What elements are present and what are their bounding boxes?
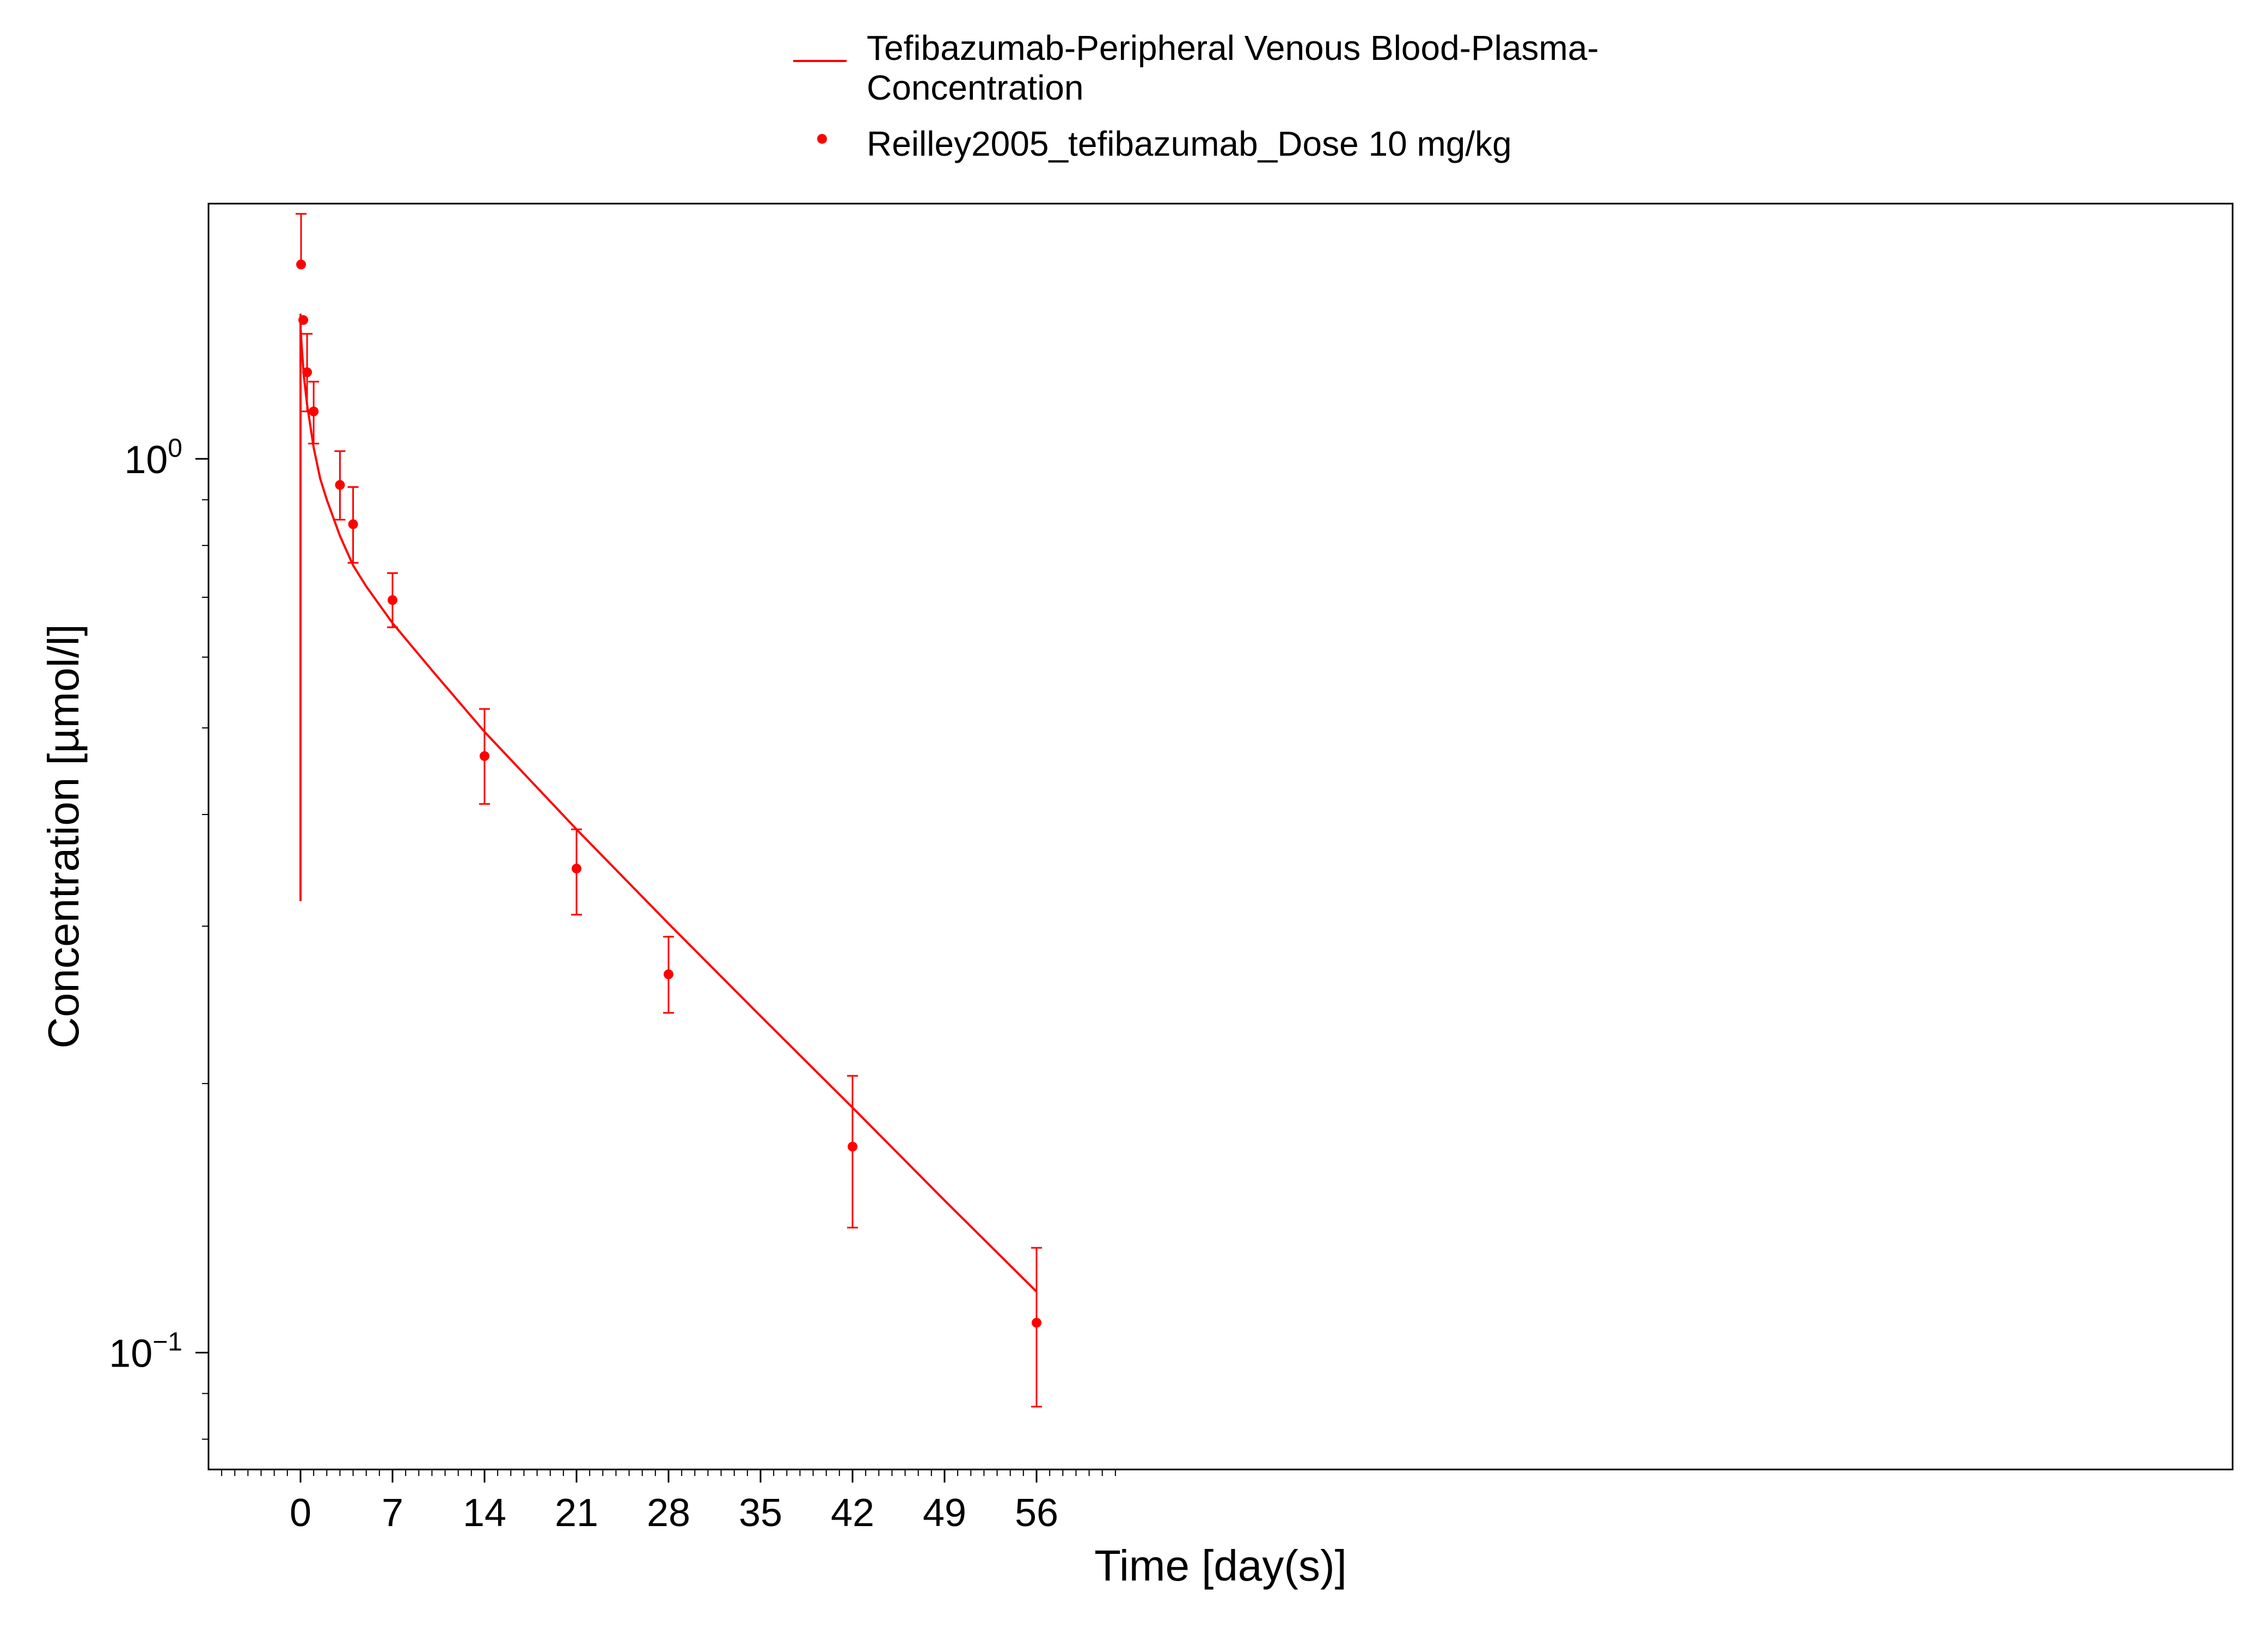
x-minor-ticks: [221, 1469, 1116, 1476]
data-point: [298, 315, 309, 325]
x-tick-label: 7: [382, 1491, 403, 1535]
x-tick-label: 49: [923, 1491, 966, 1535]
x-tick-label: 35: [739, 1491, 782, 1535]
series-layer: [296, 213, 1042, 1408]
y-ticks: 100 10−1: [109, 434, 209, 1440]
y-axis-title: Concentration [µmol/l]: [39, 624, 88, 1049]
y-tick-label: 10−1: [109, 1327, 182, 1375]
data-point: [296, 259, 307, 270]
series-line-simulation: [299, 313, 1038, 1293]
plot-frame: [207, 203, 2234, 1471]
data-point: [335, 480, 345, 490]
legend: Tefibazumab-Peripheral Venous Blood-Plas…: [793, 28, 1599, 163]
x-tick-label: 56: [1015, 1491, 1058, 1535]
data-point: [309, 406, 319, 417]
data-point: [848, 1142, 857, 1152]
x-major-ticks: 0 7 14 21 28 35 42 49 56: [290, 1469, 1058, 1535]
data-point: [1032, 1318, 1041, 1328]
x-tick-label: 0: [290, 1491, 311, 1535]
legend-point-swatch: [817, 134, 827, 144]
data-point: [664, 969, 673, 979]
y-tick-label: 100: [124, 434, 182, 482]
x-tick-label: 28: [647, 1491, 690, 1535]
data-point: [348, 519, 358, 529]
data-point: [302, 367, 312, 377]
x-tick-label: 14: [463, 1491, 506, 1535]
legend-label-model-line2: Concentration: [867, 68, 1083, 107]
data-point: [572, 864, 581, 874]
x-tick-label: 42: [831, 1491, 874, 1535]
data-point: [480, 751, 489, 761]
data-point: [388, 595, 397, 605]
legend-label-observed: Reilley2005_tefibazumab_Dose 10 mg/kg: [867, 124, 1512, 163]
legend-label-model-line1: Tefibazumab-Peripheral Venous Blood-Plas…: [867, 28, 1599, 68]
x-tick-label: 21: [555, 1491, 598, 1535]
x-axis-title: Time [day(s)]: [1094, 1541, 1347, 1590]
